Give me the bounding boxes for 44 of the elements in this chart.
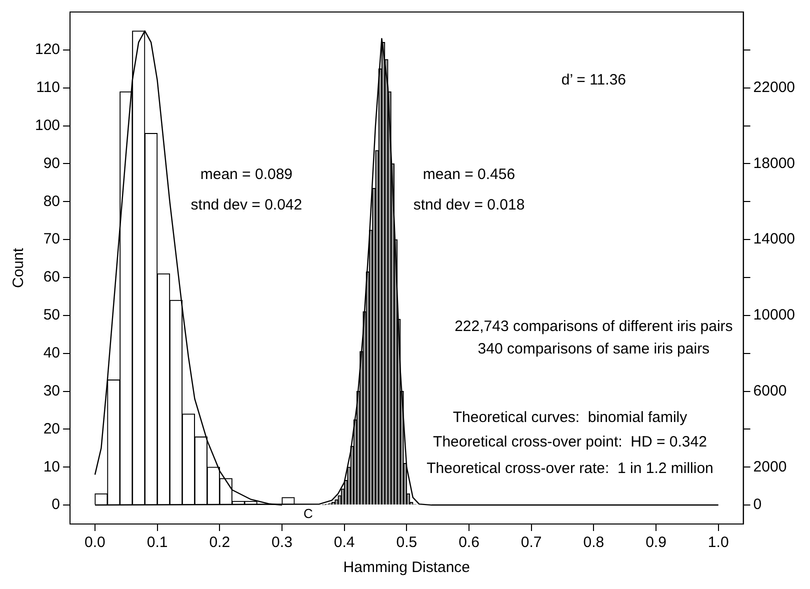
annotation: 340 comparisons of same iris pairs (478, 340, 710, 358)
y-tick-label: 50 (43, 306, 60, 324)
y-tick-label: 70 (43, 230, 60, 248)
y-tick-label: 100 (34, 116, 60, 134)
y-tick-label: 10 (43, 458, 60, 476)
y-tick-label: 120 (34, 41, 60, 58)
x-tick-label: 0.5 (396, 534, 418, 552)
y-tick-label: 90 (43, 154, 60, 172)
y-tick-label: 110 (36, 78, 60, 96)
annotation: Theoretical cross-over point: HD = 0.342 (433, 434, 707, 451)
y2-tick-label: 6000 (753, 382, 787, 400)
x-tick-label: 0.2 (209, 534, 230, 552)
annotation: Theoretical curves: binomial family (452, 408, 688, 426)
x-tick-label: 0.8 (583, 534, 604, 552)
y2-tick-label: 22000 (753, 78, 796, 96)
x-tick-label: 0.3 (272, 534, 292, 552)
y2-tick-label: 10000 (753, 306, 796, 324)
y2-tick-label: 0 (753, 496, 762, 514)
y-tick-label: 80 (43, 192, 60, 210)
x-tick-label: 1.0 (708, 534, 729, 552)
y2-tick-label: 14000 (753, 230, 796, 248)
annotation: stnd dev = 0.018 (413, 196, 525, 214)
x-tick-label: 0.4 (334, 534, 355, 552)
x-axis-title: Hamming Distance (343, 559, 470, 576)
y2-tick-label: 2000 (753, 458, 787, 476)
x-tick-label: 0.7 (520, 534, 542, 552)
annotation: Theoretical cross-over rate: 1 in 1.2 million (426, 460, 714, 478)
annotation: mean = 0.089 (200, 166, 293, 184)
x-tick-label: 0.6 (458, 534, 480, 552)
y-tick-label: 0 (52, 496, 60, 514)
x-tick-label: 0.9 (646, 534, 666, 552)
annotation: C (303, 506, 313, 522)
y-axis-title: Count (10, 247, 28, 288)
y-tick-label: 40 (43, 344, 60, 362)
annotation: mean = 0.456 (422, 166, 516, 184)
y2-tick-label: 18000 (753, 154, 796, 172)
y-tick-label: 60 (43, 268, 60, 286)
annotation: stnd dev = 0.042 (190, 196, 302, 214)
annotation: 222,743 comparisons of different iris pairs (454, 318, 733, 335)
annotation: d’ = 11.36 (561, 71, 626, 88)
y-tick-label: 20 (43, 420, 60, 438)
x-tick-label: 0.1 (146, 534, 168, 552)
y-tick-label: 30 (43, 382, 60, 400)
x-tick-label: 0.0 (84, 534, 106, 552)
